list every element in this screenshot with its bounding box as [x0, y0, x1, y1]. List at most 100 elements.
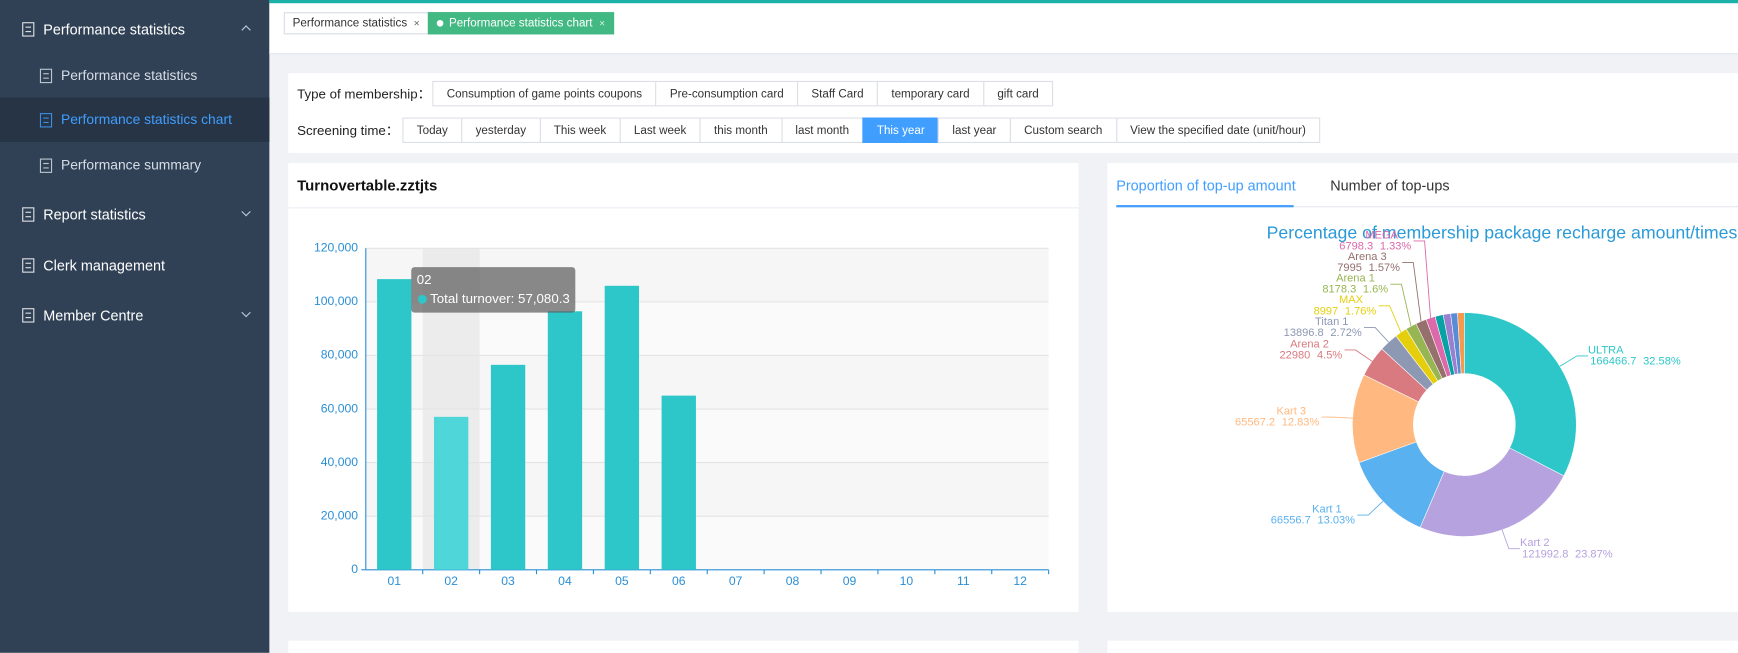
menu-label: Clerk management — [43, 256, 165, 274]
slice-value: 13896.8 — [1284, 327, 1324, 339]
tab-close[interactable]: × — [413, 17, 420, 29]
slice-name: ULTRA — [1588, 344, 1624, 356]
menu-icon — [39, 157, 53, 173]
slice-label: 13896.8 2.72% — [1284, 327, 1362, 339]
filter-button[interactable]: temporary card — [876, 80, 985, 107]
menu-icon — [39, 68, 53, 83]
sidebar: Performance statistics Performance statis… — [0, 0, 270, 653]
tooltip-title: 02 — [417, 272, 432, 287]
pie-slice — [1419, 447, 1565, 537]
page-tab[interactable]: Performance statistics × — [283, 12, 429, 35]
bar — [661, 395, 696, 570]
x-tick-label: 06 — [672, 574, 686, 588]
bottom-panel — [288, 640, 1079, 653]
menu-item[interactable]: Performance summary — [0, 143, 269, 187]
leader-line — [1321, 416, 1353, 419]
x-tick-label: 09 — [843, 574, 857, 588]
filter-button[interactable]: Custom search — [1009, 117, 1117, 143]
pie-title: Percentage of membership package recharg… — [1267, 223, 1738, 243]
slice-percent: 4.5% — [1317, 349, 1342, 361]
filter-button[interactable]: View the specified date (unit/hour) — [1115, 117, 1321, 143]
slice-label: 65567.2 12.83% — [1235, 417, 1319, 429]
x-tick-label: 05 — [615, 574, 629, 588]
leader-line — [1357, 501, 1384, 516]
tooltip — [411, 267, 576, 313]
slice-name: Arena 3 — [1348, 251, 1387, 263]
leader-line — [1364, 326, 1389, 343]
leader-line — [1378, 305, 1402, 333]
bar — [547, 311, 583, 570]
time-filter: Screening time： Today yesterday This week La… — [297, 117, 1321, 143]
filter-button[interactable]: Staff Card — [797, 80, 879, 107]
menu-label: Performance summary — [60, 157, 202, 173]
x-tick-label: 04 — [558, 574, 572, 588]
menu-item[interactable]: Performance statistics chart — [0, 97, 270, 142]
slice-value: 121992.8 — [1522, 548, 1568, 560]
tooltip-dot — [417, 294, 427, 304]
menu-label: Member Centre — [43, 306, 144, 324]
menu-item[interactable]: Performance statistics — [0, 53, 269, 97]
x-tick-label: 12 — [1013, 574, 1027, 588]
filter-button[interactable]: last year — [938, 117, 1011, 143]
filter-button[interactable]: Consumption of game points coupons — [432, 80, 657, 107]
slice-name: Kart 3 — [1276, 405, 1306, 417]
filter-label: Type of membership： — [297, 86, 431, 102]
filter-button[interactable]: Last week — [619, 117, 701, 143]
top-bar — [269, 0, 1738, 4]
pie-slice — [1457, 312, 1465, 374]
x-tick-label: 02 — [444, 574, 458, 588]
filter-button[interactable]: This week — [539, 117, 621, 143]
slice-value: 8178.3 — [1322, 284, 1356, 296]
filter-button[interactable]: gift card — [982, 80, 1054, 107]
y-tick-label: 120,000 — [314, 241, 358, 255]
menu-group[interactable]: Clerk management — [0, 243, 269, 287]
pie-tab[interactable]: Proportion of top-up amount — [1116, 177, 1296, 194]
menu-group[interactable]: Report statistics — [0, 192, 269, 236]
slice-name: MAX — [1339, 294, 1364, 306]
slice-name: MEGA — [1365, 229, 1398, 241]
slice-label: 8178.3 1.6% — [1322, 284, 1388, 296]
x-tick-label: 07 — [729, 574, 743, 588]
bottom-panel — [1107, 640, 1738, 653]
y-tick-label: 80,000 — [321, 348, 358, 362]
pie-tab[interactable]: Number of top-ups — [1330, 177, 1450, 194]
leader-line — [1501, 529, 1520, 550]
filter-button[interactable]: yesterday — [461, 117, 541, 143]
menu-group[interactable]: Member Centre — [0, 293, 269, 337]
menu-label: Performance statistics chart — [60, 111, 232, 128]
filter-button[interactable]: Pre-consumption card — [655, 80, 799, 107]
bar — [490, 364, 526, 570]
slice-name: Kart 1 — [1312, 503, 1342, 515]
y-tick-label: 60,000 — [321, 401, 358, 415]
slice-value: 166466.7 — [1590, 355, 1636, 367]
leader-line — [1413, 240, 1432, 318]
filter-button[interactable]: This year — [862, 117, 940, 143]
leader-line — [1402, 262, 1422, 322]
slice-percent: 1.33% — [1380, 240, 1412, 252]
slice-name: Arena 2 — [1290, 338, 1329, 350]
slice-value: 65567.2 — [1235, 417, 1275, 429]
slice-name: Arena 1 — [1336, 273, 1375, 285]
pie-slice — [1464, 312, 1577, 477]
x-tick-label: 03 — [501, 574, 515, 588]
leader-line — [1344, 349, 1373, 362]
x-tick-label: 11 — [957, 574, 970, 588]
filter-button[interactable]: last month — [781, 117, 864, 143]
leader-line — [1559, 355, 1589, 367]
slice-value: 66556.7 — [1271, 514, 1311, 526]
slice-label: 66556.7 13.03% — [1271, 514, 1355, 526]
slice-percent: 23.87% — [1575, 548, 1613, 560]
menu-group[interactable]: Performance statistics — [0, 7, 269, 51]
tab-dot — [436, 19, 444, 27]
page-tab[interactable]: Performance statistics chart × — [427, 12, 614, 35]
bar — [604, 285, 640, 570]
tooltip-label: Total turnover: 57,080.3 — [430, 291, 570, 306]
slice-percent: 1.6% — [1363, 284, 1388, 296]
slice-label: 166466.7 32.58% — [1590, 355, 1681, 367]
tab-close[interactable]: × — [599, 17, 606, 29]
filter-button[interactable]: Today — [402, 117, 463, 143]
menu-label: Performance statistics — [60, 67, 198, 84]
menu-icon — [22, 21, 35, 37]
